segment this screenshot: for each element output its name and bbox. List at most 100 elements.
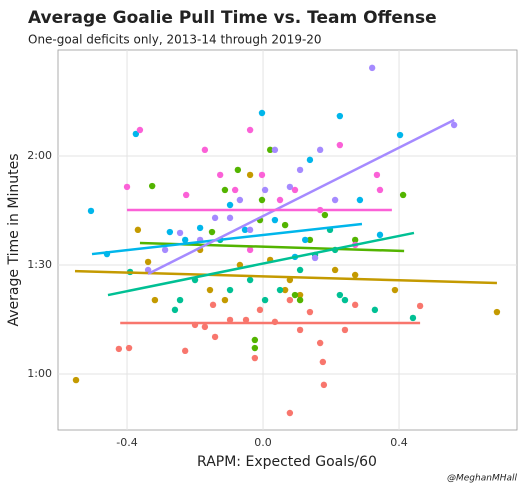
point	[391, 286, 399, 294]
point	[320, 381, 328, 389]
point	[316, 339, 324, 347]
point	[181, 236, 189, 244]
point	[226, 214, 234, 222]
point	[336, 141, 344, 149]
point	[376, 231, 384, 239]
point	[176, 229, 184, 237]
point	[341, 326, 349, 334]
point	[276, 286, 284, 294]
point	[306, 156, 314, 164]
point	[246, 246, 254, 254]
point	[211, 214, 219, 222]
trend-line	[74, 269, 497, 285]
point	[306, 236, 314, 244]
point	[316, 146, 324, 154]
point	[258, 109, 266, 117]
point	[208, 228, 216, 236]
point	[148, 182, 156, 190]
y-tick-label: 2:00	[27, 149, 52, 162]
point	[271, 216, 279, 224]
point	[221, 186, 229, 194]
point	[161, 246, 169, 254]
point	[123, 183, 131, 191]
point	[246, 226, 254, 234]
point	[450, 121, 458, 129]
point	[236, 196, 244, 204]
point	[72, 376, 80, 384]
point	[242, 316, 250, 324]
point	[331, 266, 339, 274]
point	[166, 228, 174, 236]
point	[371, 306, 379, 314]
point	[266, 146, 274, 154]
point	[216, 171, 224, 179]
point	[311, 254, 319, 262]
point	[351, 301, 359, 309]
point	[341, 296, 349, 304]
point	[373, 171, 381, 179]
point	[281, 286, 289, 294]
point	[396, 131, 404, 139]
point	[134, 226, 142, 234]
point	[125, 344, 133, 352]
point	[321, 211, 329, 219]
point	[236, 261, 244, 269]
point	[251, 336, 259, 344]
point	[296, 166, 304, 174]
point	[281, 221, 289, 229]
trend-line	[91, 222, 363, 256]
point	[368, 64, 376, 72]
point	[241, 226, 249, 234]
y-tick-label: 1:00	[27, 367, 52, 380]
point	[144, 266, 152, 274]
point	[306, 308, 314, 316]
point	[319, 358, 327, 366]
chart-title: Average Goalie Pull Time vs. Team Offens…	[28, 8, 437, 28]
point	[258, 196, 266, 204]
point	[286, 183, 294, 191]
point	[409, 314, 417, 322]
point	[182, 191, 190, 199]
point	[276, 196, 284, 204]
point	[296, 296, 304, 304]
point	[351, 236, 359, 244]
point	[201, 146, 209, 154]
point	[291, 291, 299, 299]
point	[376, 186, 384, 194]
point	[493, 308, 501, 316]
point	[115, 345, 123, 353]
point	[296, 291, 304, 299]
x-axis-title: RAPM: Expected Goals/60	[197, 454, 377, 470]
point	[351, 271, 359, 279]
trend-line	[147, 118, 455, 276]
point	[211, 333, 219, 341]
point	[256, 306, 264, 314]
point	[171, 306, 179, 314]
point	[336, 291, 344, 299]
point	[226, 201, 234, 209]
x-tick-label: -0.4	[116, 436, 137, 449]
trend-line	[107, 231, 415, 297]
point	[399, 191, 407, 199]
point	[356, 196, 364, 204]
x-tick-label: 0.0	[254, 436, 272, 449]
point	[226, 286, 234, 294]
point	[136, 126, 144, 134]
point	[261, 296, 269, 304]
point	[209, 301, 217, 309]
point	[201, 323, 209, 331]
point	[151, 296, 159, 304]
point	[251, 354, 259, 362]
point	[286, 409, 294, 417]
point	[196, 224, 204, 232]
point	[286, 296, 294, 304]
point	[176, 296, 184, 304]
point	[296, 326, 304, 334]
point	[246, 126, 254, 134]
point	[246, 276, 254, 284]
y-axis-title: Average Time in Minutes	[6, 154, 22, 327]
point	[246, 171, 254, 179]
point	[181, 347, 189, 355]
point	[416, 302, 424, 310]
